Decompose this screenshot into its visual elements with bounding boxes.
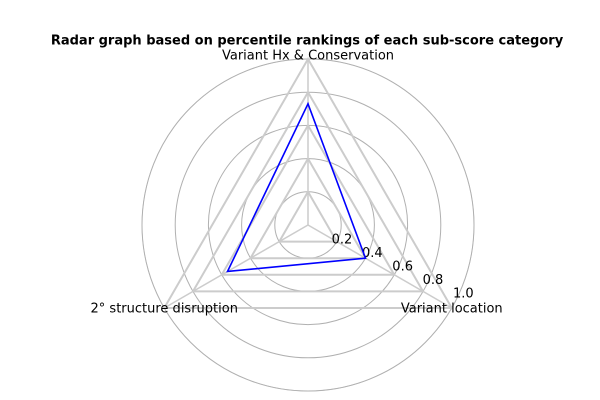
grid-polygon <box>191 90 425 293</box>
r-tick-label: 1.0 <box>453 287 474 302</box>
r-tick-label: 0.4 <box>362 246 383 261</box>
grid-polygon <box>220 123 396 276</box>
r-tick-label: 0.8 <box>423 273 444 288</box>
category-label: Variant location <box>401 302 503 317</box>
radar-line <box>226 101 367 273</box>
category-label: 2° structure disruption <box>91 302 238 317</box>
spoke <box>307 224 453 309</box>
grid-polygon <box>277 189 339 243</box>
chart-title: Radar graph based on percentile rankings… <box>51 34 564 49</box>
r-tick-label: 0.6 <box>392 260 413 275</box>
category-label: Variant Hx & Conservation <box>222 49 394 64</box>
r-tick-label: 0.2 <box>332 233 353 248</box>
spoke <box>163 224 309 309</box>
grid-polygon <box>248 156 368 260</box>
grid-polygon <box>162 57 454 309</box>
